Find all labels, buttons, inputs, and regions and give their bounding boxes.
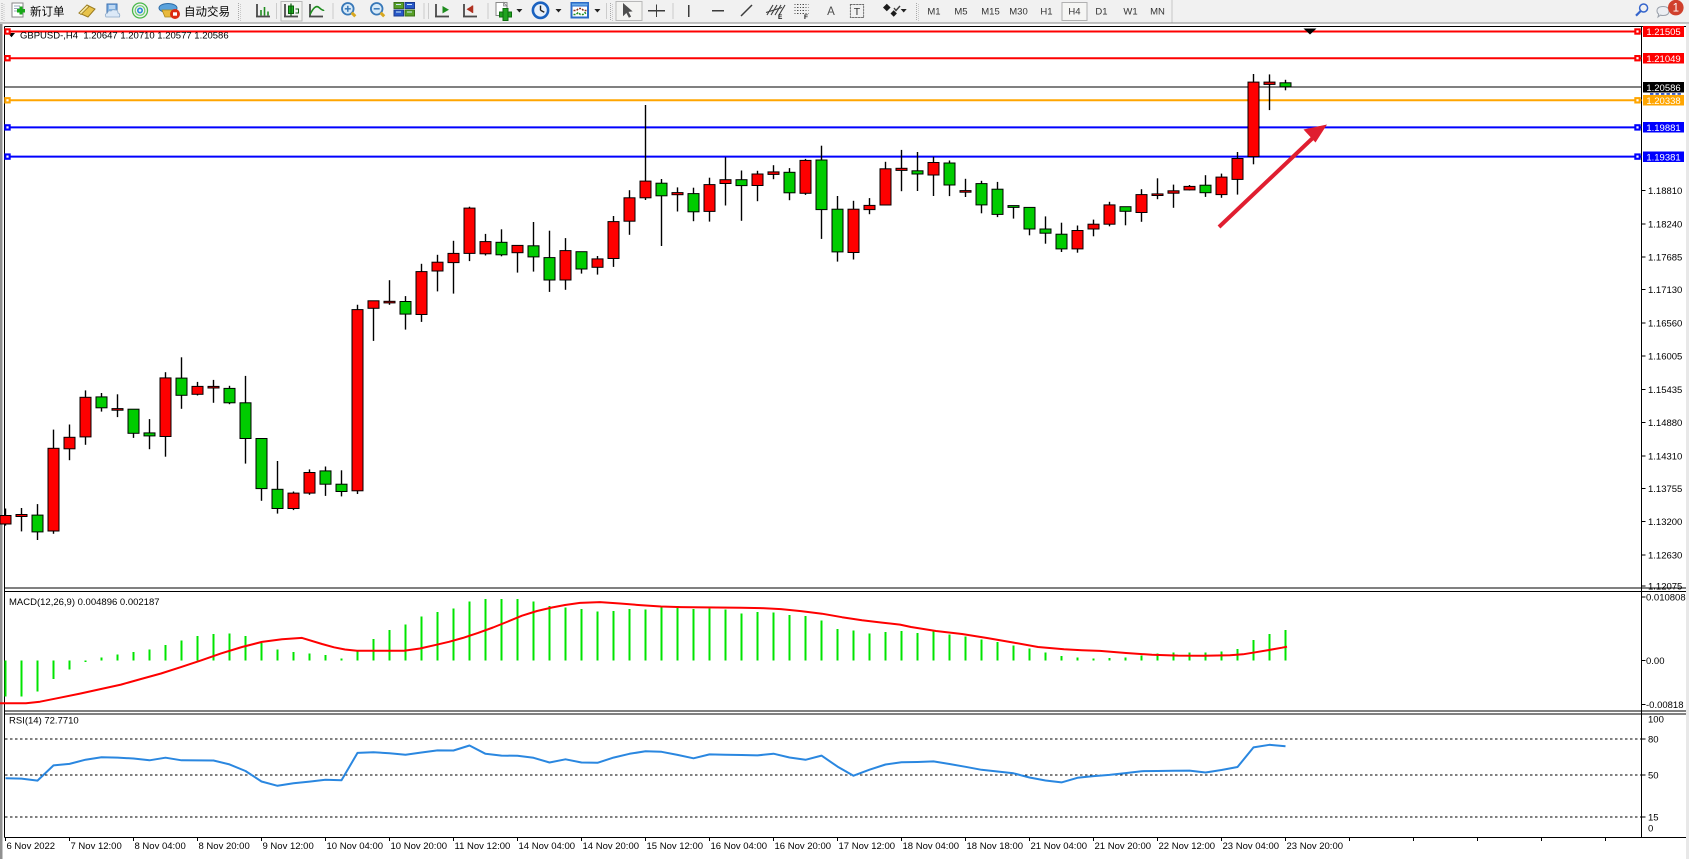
svg-text:1.17130: 1.17130 [1648, 285, 1682, 296]
svg-text:21 Nov 20:00: 21 Nov 20:00 [1095, 841, 1152, 852]
svg-text:1.16560: 1.16560 [1648, 319, 1682, 330]
svg-text:14 Nov 20:00: 14 Nov 20:00 [583, 841, 640, 852]
svg-text:8 Nov 04:00: 8 Nov 04:00 [135, 841, 186, 852]
svg-text:10 Nov 20:00: 10 Nov 20:00 [391, 841, 448, 852]
svg-text:MN: MN [1150, 7, 1165, 18]
svg-text:1.18240: 1.18240 [1648, 220, 1682, 231]
svg-text:1.15435: 1.15435 [1648, 385, 1682, 396]
svg-text:15 Nov 12:00: 15 Nov 12:00 [647, 841, 704, 852]
svg-text:1.12630: 1.12630 [1648, 551, 1682, 562]
svg-text:新订单: 新订单 [30, 5, 65, 19]
svg-text:1.17685: 1.17685 [1648, 252, 1682, 263]
svg-text:21 Nov 04:00: 21 Nov 04:00 [1031, 841, 1088, 852]
svg-text:18 Nov 18:00: 18 Nov 18:00 [967, 841, 1024, 852]
svg-text:M1: M1 [927, 7, 940, 18]
svg-text:H1: H1 [1040, 7, 1052, 18]
svg-text:1.16005: 1.16005 [1648, 351, 1682, 362]
svg-text:14 Nov 04:00: 14 Nov 04:00 [519, 841, 576, 852]
svg-text:1.14880: 1.14880 [1648, 418, 1682, 429]
svg-text:23 Nov 04:00: 23 Nov 04:00 [1223, 841, 1280, 852]
svg-text:H4: H4 [1068, 7, 1080, 18]
svg-text:E: E [778, 14, 783, 21]
svg-text:10 Nov 04:00: 10 Nov 04:00 [327, 841, 384, 852]
svg-text:自动交易: 自动交易 [184, 5, 230, 19]
svg-text:D1: D1 [1095, 7, 1107, 18]
svg-text:1.21049: 1.21049 [1646, 54, 1680, 65]
svg-text:1: 1 [1673, 3, 1679, 15]
svg-text:1.18810: 1.18810 [1648, 186, 1682, 197]
svg-text:1.12075: 1.12075 [1648, 582, 1682, 593]
svg-text:T: T [854, 6, 861, 18]
svg-text:1.20338: 1.20338 [1646, 96, 1680, 107]
svg-text:23 Nov 20:00: 23 Nov 20:00 [1287, 841, 1344, 852]
svg-text:50: 50 [1648, 770, 1659, 781]
svg-text:0.010808: 0.010808 [1646, 593, 1686, 604]
svg-text:9 Nov 12:00: 9 Nov 12:00 [263, 841, 314, 852]
svg-text:6 Nov 2022: 6 Nov 2022 [7, 841, 56, 852]
svg-text:1.19881: 1.19881 [1646, 123, 1680, 134]
svg-text:16 Nov 04:00: 16 Nov 04:00 [711, 841, 768, 852]
svg-text:A: A [827, 6, 835, 18]
svg-text:15: 15 [1648, 812, 1659, 823]
svg-text:GBPUSD-,H4 1.20647 1.20710 1.: GBPUSD-,H4 1.20647 1.20710 1.20577 1.205… [20, 31, 229, 42]
svg-text:17 Nov 12:00: 17 Nov 12:00 [839, 841, 896, 852]
svg-text:22 Nov 12:00: 22 Nov 12:00 [1159, 841, 1216, 852]
svg-text:MACD(12,26,9) 0.004896 0.00218: MACD(12,26,9) 0.004896 0.002187 [9, 597, 160, 608]
svg-text:1.13200: 1.13200 [1648, 517, 1682, 528]
svg-text:RSI(14) 72.7710: RSI(14) 72.7710 [9, 716, 79, 727]
svg-text:M15: M15 [981, 7, 999, 18]
svg-text:W1: W1 [1123, 7, 1137, 18]
svg-text:1.14310: 1.14310 [1648, 451, 1682, 462]
svg-text:11 Nov 12:00: 11 Nov 12:00 [455, 841, 511, 852]
svg-text:M5: M5 [954, 7, 967, 18]
svg-text:80: 80 [1648, 734, 1659, 745]
svg-text:F: F [804, 14, 808, 21]
svg-text:18 Nov 04:00: 18 Nov 04:00 [903, 841, 960, 852]
svg-text:M30: M30 [1009, 7, 1027, 18]
svg-text:100: 100 [1648, 715, 1664, 726]
svg-text:0: 0 [1648, 824, 1653, 835]
svg-text:0.00: 0.00 [1646, 656, 1665, 667]
svg-text:1.20586: 1.20586 [1646, 83, 1680, 94]
svg-text:8 Nov 20:00: 8 Nov 20:00 [199, 841, 250, 852]
svg-text:1.19381: 1.19381 [1646, 152, 1680, 163]
svg-text:1.13755: 1.13755 [1648, 484, 1682, 495]
svg-text:7 Nov 12:00: 7 Nov 12:00 [71, 841, 122, 852]
svg-text:-0.00818: -0.00818 [1646, 700, 1684, 711]
svg-text:1.21505: 1.21505 [1646, 27, 1680, 38]
svg-text:16 Nov 20:00: 16 Nov 20:00 [775, 841, 832, 852]
